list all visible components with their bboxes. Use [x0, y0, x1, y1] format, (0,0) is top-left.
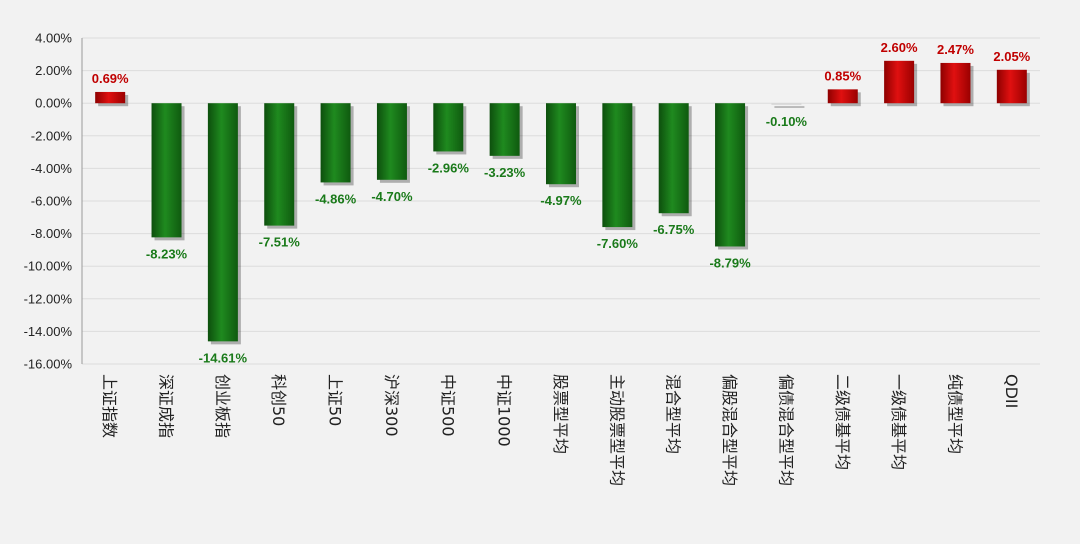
data-label: 2.47%: [937, 42, 974, 57]
data-label: 2.05%: [993, 49, 1030, 64]
bar-body: [940, 62, 971, 104]
data-label: -4.97%: [540, 193, 582, 208]
data-label: -0.10%: [766, 114, 808, 129]
y-tick-label: -16.00%: [24, 357, 73, 372]
x-tick-label: 纯债型平均: [945, 374, 964, 454]
bar-body: [884, 60, 915, 104]
data-label: -4.70%: [371, 189, 413, 204]
x-tick-label: 科创50: [269, 374, 288, 426]
bar: [658, 103, 692, 217]
x-tick-label: QDII: [1002, 374, 1021, 408]
data-labels: 0.69% -8.23% -14.61% -7.51% -4.86% -4.70% -2.9…: [92, 40, 1031, 366]
bar-shadow: [774, 106, 805, 108]
bar: [771, 103, 805, 108]
x-tick-label: 深证成指: [157, 374, 176, 438]
x-tick-label: 主动股票型平均: [607, 374, 626, 486]
data-label: -4.86%: [315, 191, 357, 206]
bar: [884, 60, 918, 107]
x-tick-label: 创业板指: [213, 374, 232, 438]
bar-body: [95, 91, 126, 104]
y-tick-label: -10.00%: [24, 259, 73, 274]
data-label: -14.61%: [199, 350, 248, 365]
bar: [433, 103, 467, 155]
x-tick-label: 中证500: [438, 374, 457, 437]
bar: [264, 103, 298, 229]
data-label: -2.96%: [428, 160, 470, 175]
y-axis: 4.00% 2.00% 0.00% -2.00% -4.00% -6.00% -8.00% -…: [24, 31, 83, 372]
data-label: 0.69%: [92, 71, 129, 86]
x-tick-label: 一级债基平均: [889, 374, 908, 470]
x-tick-label: 股票型平均: [551, 374, 570, 454]
bar-body: [715, 103, 746, 247]
x-tick-label: 混合型平均: [664, 374, 683, 454]
bar-body: [658, 103, 689, 214]
bar: [827, 89, 861, 107]
data-label: -8.23%: [146, 246, 188, 261]
x-tick-label: 中证1000: [495, 374, 514, 447]
data-label: -7.60%: [597, 236, 639, 251]
bar: [320, 103, 354, 186]
y-tick-label: -2.00%: [31, 128, 73, 143]
bar: [715, 103, 749, 250]
data-label: -6.75%: [653, 222, 695, 237]
data-label: -8.79%: [709, 255, 751, 270]
x-tick-label: 二级债基平均: [833, 374, 852, 470]
y-tick-label: -14.00%: [24, 324, 73, 339]
bar-body: [489, 103, 520, 156]
y-tick-label: -12.00%: [24, 291, 73, 306]
bars: [95, 60, 1030, 345]
data-label: 0.85%: [824, 68, 861, 83]
x-tick-label: 偏股混合型平均: [720, 374, 739, 486]
bar-body: [264, 103, 295, 226]
bar: [996, 69, 1030, 107]
bar-body: [151, 103, 182, 238]
bar-body: [827, 89, 858, 104]
bar-body: [602, 103, 633, 228]
bar: [940, 62, 974, 107]
y-tick-label: 0.00%: [35, 96, 72, 111]
bar: [546, 103, 579, 188]
x-tick-label: 上证指数: [100, 374, 119, 438]
bar: [376, 103, 410, 183]
bar-body: [376, 103, 407, 180]
bar-body: [433, 103, 464, 152]
bar-body: [320, 103, 351, 183]
y-tick-label: -6.00%: [31, 194, 73, 209]
x-tick-label: 沪深300: [382, 374, 401, 437]
y-tick-label: 2.00%: [35, 63, 72, 78]
x-tick-label: 上证50: [326, 374, 345, 426]
data-label: -7.51%: [259, 235, 301, 250]
category-labels: 上证指数 深证成指 创业板指 科创50 上证50 沪深300 中证500 中证1000 股票型平…: [100, 374, 1021, 486]
bar-body: [546, 103, 576, 185]
bar: [151, 103, 185, 241]
data-label: -3.23%: [484, 165, 526, 180]
bar-body: [207, 103, 238, 342]
bar: [602, 103, 636, 231]
y-tick-label: -4.00%: [31, 161, 73, 176]
bar-body: [771, 103, 802, 105]
y-tick-label: 4.00%: [35, 31, 72, 46]
bar: [489, 103, 523, 159]
y-tick-label: -8.00%: [31, 226, 73, 241]
bar: [95, 91, 129, 107]
data-label: 2.60%: [881, 40, 918, 55]
x-tick-label: 偏债混合型平均: [776, 374, 795, 486]
bar-body: [996, 69, 1027, 104]
bar: [207, 103, 241, 345]
